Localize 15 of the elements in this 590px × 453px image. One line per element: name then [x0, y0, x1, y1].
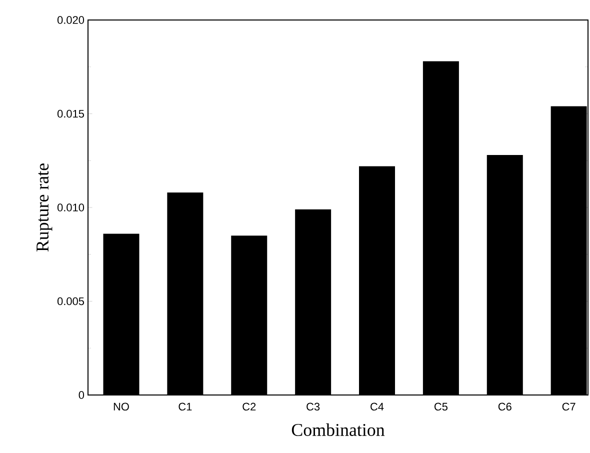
y-tick-label: 0.020: [57, 16, 84, 24]
x-tick-label: C5: [434, 402, 448, 411]
x-tick-label: C2: [242, 402, 256, 411]
x-tick-label: C4: [370, 402, 384, 411]
x-axis-title: Combination: [292, 423, 385, 436]
y-tick-label: 0: [78, 391, 84, 399]
y-axis-title: Rupture rate: [36, 164, 52, 252]
x-tick-label: C6: [498, 402, 512, 411]
x-tick-label: C7: [562, 402, 576, 411]
x-tick-label: C3: [306, 402, 320, 411]
y-tick-label: 0.015: [57, 110, 84, 118]
y-tick-label: 0.010: [57, 204, 84, 212]
x-tick-label: NO: [114, 402, 129, 411]
x-tick-label: C1: [178, 402, 192, 411]
y-tick-label: 0.005: [57, 297, 84, 306]
